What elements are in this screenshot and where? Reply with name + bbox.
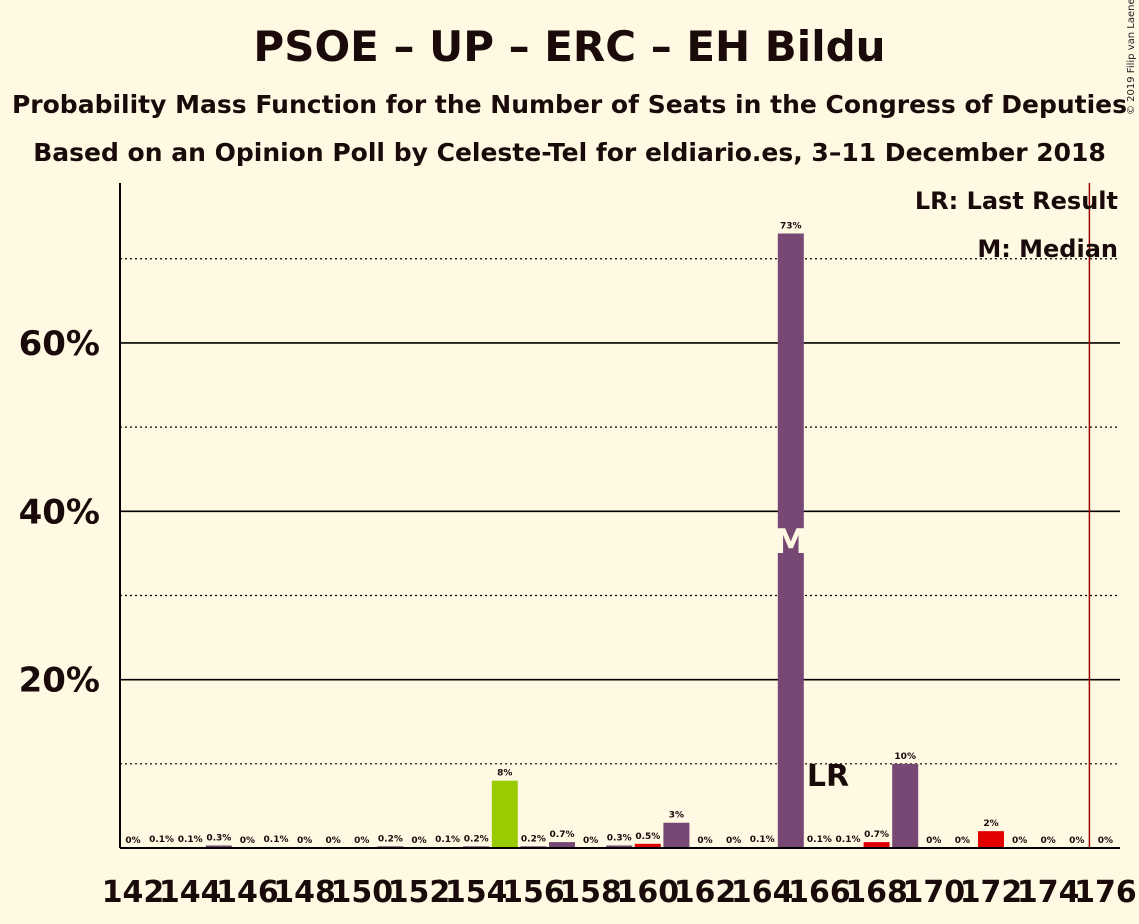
chart-title: PSOE – UP – ERC – EH Bildu bbox=[253, 22, 886, 71]
value-label-146: 0% bbox=[240, 836, 255, 846]
x-tick-label: 150 bbox=[330, 875, 393, 910]
value-label-163: 0% bbox=[726, 836, 741, 846]
value-label-150: 0% bbox=[354, 836, 369, 846]
value-label-156: 0.2% bbox=[521, 834, 546, 844]
x-tick-label: 162 bbox=[674, 875, 737, 910]
value-label-145: 0.3% bbox=[206, 833, 231, 843]
x-tick-label: 152 bbox=[388, 875, 451, 910]
value-label-161: 3% bbox=[669, 811, 684, 821]
x-tick-label: 148 bbox=[273, 875, 336, 910]
x-tick-label: 156 bbox=[502, 875, 565, 910]
chart-subtitle: Probability Mass Function for the Number… bbox=[11, 90, 1128, 119]
value-label-143: 0.1% bbox=[149, 835, 174, 845]
chart-source: Based on an Opinion Poll by Celeste-Tel … bbox=[33, 138, 1106, 167]
value-label-167: 0.1% bbox=[836, 835, 861, 845]
x-tick-label: 160 bbox=[616, 875, 679, 910]
x-tick-labels: 1421441461481501521541561581601621641661… bbox=[102, 875, 1137, 910]
value-label-149: 0% bbox=[326, 836, 341, 846]
value-label-160: 0.5% bbox=[635, 832, 660, 842]
y-tick-labels: 20% 40% 60% bbox=[19, 324, 100, 701]
x-tick-label: 154 bbox=[445, 875, 508, 910]
value-label-155: 8% bbox=[497, 769, 512, 779]
value-label-172: 2% bbox=[983, 819, 998, 829]
value-label-164: 0.1% bbox=[750, 835, 775, 845]
value-label-174: 0% bbox=[1041, 836, 1056, 846]
value-label-159: 0.3% bbox=[607, 833, 632, 843]
value-label-142: 0% bbox=[125, 836, 140, 846]
value-label-169: 10% bbox=[894, 752, 916, 762]
x-tick-label: 174 bbox=[1017, 875, 1080, 910]
value-label-148: 0% bbox=[297, 836, 312, 846]
x-tick-label: 168 bbox=[845, 875, 908, 910]
x-tick-label: 144 bbox=[159, 875, 222, 910]
value-labels: 0% 0.1% 0.1% 0.3% 0% 0.1% 0% 0% 0% 0.2% 0% 0.1% 0.2%… bbox=[125, 222, 1113, 846]
bar-160 bbox=[634, 843, 661, 848]
y-tick-label: 60% bbox=[19, 324, 100, 364]
bar-155 bbox=[491, 780, 518, 848]
x-tick-label: 164 bbox=[731, 875, 794, 910]
value-label-165: 73% bbox=[780, 222, 802, 232]
x-tick-label: 142 bbox=[102, 875, 165, 910]
y-tick-label: 20% bbox=[19, 661, 100, 701]
value-label-151: 0.2% bbox=[378, 834, 403, 844]
legend-median: M: Median bbox=[977, 235, 1118, 263]
last-result-marker: LR bbox=[807, 759, 849, 794]
bar-145 bbox=[205, 845, 232, 848]
legend-last-result: LR: Last Result bbox=[915, 187, 1118, 215]
value-label-144: 0.1% bbox=[178, 835, 203, 845]
value-label-173: 0% bbox=[1012, 836, 1027, 846]
median-marker: M bbox=[774, 522, 808, 562]
bar-169 bbox=[892, 763, 919, 848]
value-label-154: 0.2% bbox=[464, 834, 489, 844]
x-tick-label: 176 bbox=[1074, 875, 1137, 910]
bar-161 bbox=[663, 822, 690, 848]
value-label-158: 0% bbox=[583, 836, 598, 846]
value-label-166: 0.1% bbox=[807, 835, 832, 845]
value-label-170: 0% bbox=[926, 836, 941, 846]
bar-157 bbox=[549, 842, 575, 848]
x-tick-label: 146 bbox=[216, 875, 279, 910]
value-label-157: 0.7% bbox=[550, 830, 575, 840]
x-tick-label: 158 bbox=[559, 875, 622, 910]
value-label-162: 0% bbox=[697, 836, 712, 846]
value-label-168: 0.7% bbox=[864, 830, 889, 840]
bar-168 bbox=[863, 842, 890, 848]
gridlines bbox=[120, 183, 1120, 848]
value-label-176: 0% bbox=[1098, 836, 1113, 846]
x-tick-label: 166 bbox=[788, 875, 851, 910]
value-label-153: 0.1% bbox=[435, 835, 460, 845]
value-label-175: 0% bbox=[1069, 836, 1084, 846]
bar-172 bbox=[978, 831, 1004, 848]
bar-159 bbox=[606, 845, 633, 848]
axes bbox=[119, 183, 1120, 849]
bars bbox=[148, 233, 1004, 848]
bar-165 bbox=[777, 233, 804, 848]
value-label-152: 0% bbox=[411, 836, 426, 846]
x-tick-label: 170 bbox=[902, 875, 965, 910]
y-tick-label: 40% bbox=[19, 492, 100, 532]
value-label-171: 0% bbox=[955, 836, 970, 846]
x-tick-label: 172 bbox=[960, 875, 1023, 910]
value-label-147: 0.1% bbox=[264, 835, 289, 845]
